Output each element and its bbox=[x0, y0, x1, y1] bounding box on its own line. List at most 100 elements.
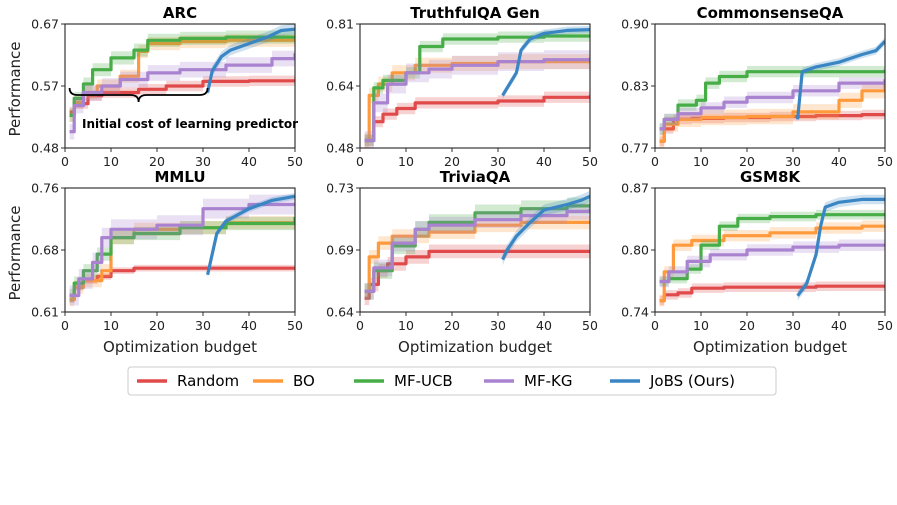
series-line-jobs-ours bbox=[206, 194, 295, 276]
ytick-label: 0.77 bbox=[621, 141, 649, 156]
xtick-label: 50 bbox=[582, 318, 598, 333]
legend-label-jobs-ours: JoBS (Ours) bbox=[649, 372, 735, 390]
band-mf-kg bbox=[659, 73, 885, 135]
xtick-label: 50 bbox=[287, 318, 303, 333]
xtick-label: 10 bbox=[398, 154, 414, 169]
series-line-jobs-ours bbox=[796, 197, 885, 297]
xtick-label: 0 bbox=[61, 318, 69, 333]
legend-frame bbox=[127, 366, 777, 396]
xtick-label: 10 bbox=[103, 154, 119, 169]
series-line-jobs-ours bbox=[796, 40, 885, 120]
plot-area-gsm8k bbox=[659, 194, 885, 307]
series-line-jobs-ours bbox=[501, 194, 590, 261]
band-mf-ucb bbox=[364, 196, 590, 300]
xlabel-col-1: Optimization budget bbox=[103, 338, 257, 356]
series-line-jobs-ours bbox=[501, 28, 590, 97]
ytick-label: 0.80 bbox=[621, 243, 649, 258]
xtick-label: 40 bbox=[241, 318, 257, 333]
ylabel-row-1: Performance bbox=[6, 41, 24, 136]
series-line-mf-ucb bbox=[364, 34, 590, 143]
series-line-mf-kg bbox=[659, 243, 885, 284]
series-line-random bbox=[659, 284, 885, 303]
ytick-label: 0.48 bbox=[326, 141, 354, 156]
axes-frame-commonsenseqa bbox=[654, 23, 886, 149]
panel-title-commonsenseqa: CommonsenseQA bbox=[697, 4, 844, 22]
xtick-label: 40 bbox=[241, 154, 257, 169]
ytick-label: 0.81 bbox=[326, 17, 354, 32]
panels: ARC 0 10 20 30 40 50 0.48 0.57 0.67 Initial cost o… bbox=[31, 4, 893, 333]
xtick-label: 30 bbox=[490, 318, 506, 333]
axes-frame-gsm8k bbox=[654, 187, 886, 313]
legend-label-random: Random bbox=[177, 372, 239, 390]
band-mf-kg bbox=[659, 239, 885, 288]
series-line-mf-ucb bbox=[659, 213, 885, 284]
series-line-mf-ucb bbox=[364, 204, 590, 293]
band-jobs-ours bbox=[207, 193, 295, 279]
band-random bbox=[364, 244, 590, 306]
panel-title-truthfulqa-gen: TruthfulQA Gen bbox=[410, 4, 540, 22]
series-line-jobs-ours bbox=[206, 27, 295, 93]
ytick-label: 0.67 bbox=[31, 17, 59, 32]
ytick-label: 0.61 bbox=[31, 305, 59, 320]
panel-title-gsm8k: GSM8K bbox=[740, 168, 801, 186]
xlabel-col-3: Optimization budget bbox=[693, 338, 847, 356]
ytick-label: 0.48 bbox=[31, 141, 59, 156]
xtick-label: 10 bbox=[398, 318, 414, 333]
legend-label-bo: BO bbox=[293, 372, 315, 390]
xtick-label: 20 bbox=[149, 154, 165, 169]
band-random bbox=[69, 75, 295, 118]
xtick-label: 20 bbox=[739, 154, 755, 169]
ytick-label: 0.64 bbox=[326, 305, 354, 320]
legend-label-mf-ucb: MF-UCB bbox=[394, 372, 453, 390]
ytick-label: 0.68 bbox=[31, 243, 59, 258]
ytick-label: 0.57 bbox=[31, 79, 59, 94]
band-bo bbox=[364, 54, 590, 148]
plot-area-arc bbox=[69, 24, 295, 140]
xlabel-col-2: Optimization budget bbox=[398, 338, 552, 356]
panel-title-triviaqa: TriviaQA bbox=[440, 168, 511, 186]
ytick-label: 0.83 bbox=[621, 79, 649, 94]
series-line-mf-kg bbox=[69, 53, 295, 134]
xtick-label: 50 bbox=[877, 154, 893, 169]
ytick-label: 0.64 bbox=[326, 79, 354, 94]
band-mf-ucb bbox=[69, 210, 295, 303]
xtick-label: 50 bbox=[582, 154, 598, 169]
xtick-label: 30 bbox=[195, 154, 211, 169]
xtick-label: 20 bbox=[149, 318, 165, 333]
band-bo bbox=[659, 71, 885, 148]
axes-frame-mmlu bbox=[64, 187, 296, 313]
series-line-bo bbox=[364, 220, 590, 293]
series-line-random bbox=[364, 95, 590, 143]
xtick-label: 40 bbox=[536, 154, 552, 169]
xtick-label: 0 bbox=[651, 154, 659, 169]
xtick-label: 30 bbox=[785, 154, 801, 169]
series-line-mf-kg bbox=[364, 57, 590, 143]
xtick-label: 40 bbox=[831, 318, 847, 333]
xtick-label: 0 bbox=[356, 318, 364, 333]
band-mf-ucb bbox=[364, 29, 590, 147]
xtick-label: 20 bbox=[444, 318, 460, 333]
ytick-label: 0.87 bbox=[621, 181, 649, 196]
legend: Random BO MF-UCB MF-KG JoBS (Ours) bbox=[127, 366, 777, 396]
panel-title-mmlu: MMLU bbox=[154, 168, 205, 186]
band-mf-ucb bbox=[69, 29, 295, 122]
band-bo bbox=[69, 33, 295, 122]
band-mf-kg bbox=[69, 193, 295, 306]
series-line-mf-kg bbox=[659, 79, 885, 131]
xtick-label: 30 bbox=[195, 318, 211, 333]
panel-truthfulqa-gen: TruthfulQA Gen 0 10 20 30 40 50 0.48 0.64 0.81 bbox=[326, 4, 598, 169]
plot-area-triviaqa bbox=[364, 190, 590, 306]
xtick-label: 10 bbox=[693, 318, 709, 333]
panel-gsm8k: GSM8K 0 10 20 30 40 50 0.74 0.80 0.87 bbox=[621, 168, 893, 333]
plot-area-mmlu bbox=[69, 193, 295, 307]
axes-frame-arc bbox=[64, 23, 296, 149]
plot-area-truthfulqa-gen bbox=[364, 25, 590, 148]
ytick-label: 0.76 bbox=[31, 181, 59, 196]
ytick-label: 0.74 bbox=[621, 305, 649, 320]
panel-mmlu: MMLU 0 10 20 30 40 50 0.61 0.68 0.76 bbox=[31, 168, 303, 333]
annotation-brace bbox=[68, 87, 209, 103]
xtick-label: 20 bbox=[739, 318, 755, 333]
legend-label-mf-kg: MF-KG bbox=[524, 372, 572, 390]
ytick-label: 0.90 bbox=[621, 17, 649, 32]
xtick-label: 50 bbox=[877, 318, 893, 333]
